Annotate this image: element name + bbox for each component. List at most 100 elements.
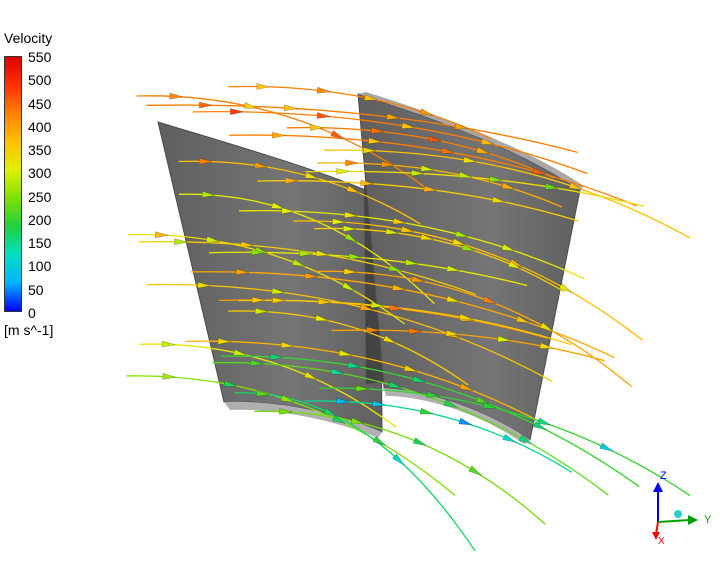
velocity-arrow xyxy=(420,233,434,241)
velocity-arrow xyxy=(269,353,284,361)
velocity-arrow xyxy=(272,297,286,304)
velocity-arrow xyxy=(331,414,346,424)
y-axis-label: Y xyxy=(704,514,712,526)
velocity-arrow xyxy=(280,341,295,349)
velocity-arrow xyxy=(314,314,329,322)
legend-tick-label: 450 xyxy=(28,95,52,112)
velocity-arrow xyxy=(475,146,490,154)
velocity-arrow xyxy=(454,123,469,130)
velocity-arrow xyxy=(458,313,473,321)
velocity-arrow xyxy=(482,295,497,305)
velocity-arrow xyxy=(401,122,416,129)
velocity-arrow xyxy=(251,296,266,304)
velocity-arrow xyxy=(507,260,522,270)
velocity-arrow xyxy=(316,112,331,119)
velocity-arrow xyxy=(285,177,299,184)
legend-tick-label: 300 xyxy=(28,165,52,182)
velocity-arrow xyxy=(501,182,516,190)
velocity-arrow xyxy=(205,236,220,243)
velocity-arrow xyxy=(385,228,399,235)
legend-title: Velocity xyxy=(4,30,53,46)
velocity-arrow xyxy=(348,253,363,260)
velocity-arrow xyxy=(345,159,359,167)
velocity-arrow xyxy=(462,156,477,163)
z-axis-arrowhead xyxy=(653,482,663,492)
velocity-arrow xyxy=(428,135,442,142)
velocity-arrow xyxy=(161,340,176,348)
velocity-arrow xyxy=(440,147,455,154)
velocity-arrow xyxy=(197,281,211,289)
blade-left-body xyxy=(157,121,383,433)
velocity-arrow xyxy=(347,361,362,369)
velocity-arrow xyxy=(366,326,380,334)
axis-triad[interactable]: Z Y X xyxy=(652,470,712,547)
velocity-arrow xyxy=(459,382,474,392)
velocity-arrow xyxy=(412,375,426,383)
velocity-arrow xyxy=(360,179,374,187)
velocity-arrow xyxy=(501,243,516,252)
velocity-arrow xyxy=(350,417,365,424)
velocity-arrow xyxy=(280,394,295,403)
velocity-arrow xyxy=(271,131,286,139)
x-axis-arrowhead xyxy=(652,532,660,540)
velocity-arrow xyxy=(317,298,332,306)
velocity-arrow xyxy=(515,315,530,324)
velocity-arrow xyxy=(323,407,337,417)
streamline xyxy=(221,355,640,488)
velocity-arrow xyxy=(310,124,324,131)
velocity-arrow xyxy=(223,380,238,387)
velocity-arrow xyxy=(368,137,382,145)
streamline xyxy=(178,193,435,305)
velocity-arrow xyxy=(400,225,415,233)
velocity-arrow xyxy=(558,282,572,293)
velocity-arrow xyxy=(155,231,169,238)
velocity-arrow xyxy=(482,401,497,409)
velocity-arrow xyxy=(532,420,547,431)
streamline xyxy=(254,410,546,525)
velocity-arrow xyxy=(370,301,385,309)
legend-unit: [m s^-1] xyxy=(4,322,54,338)
velocity-arrow xyxy=(336,168,350,175)
velocity-arrow xyxy=(330,130,344,139)
velocity-arrow xyxy=(391,284,406,291)
legend-color-bar xyxy=(4,56,22,312)
velocity-arrow xyxy=(446,265,461,272)
velocity-arrow xyxy=(426,391,440,398)
velocity-arrow xyxy=(243,102,258,109)
streamline xyxy=(319,387,691,497)
velocity-arrow xyxy=(338,349,353,357)
velocity-arrow xyxy=(382,335,397,344)
streamline xyxy=(238,299,572,346)
velocity-arrow xyxy=(372,436,386,446)
velocity-arrow xyxy=(240,241,254,248)
velocity-arrow xyxy=(315,249,330,257)
velocity-arrow xyxy=(475,396,490,405)
velocity-arrow xyxy=(304,171,319,179)
streamline xyxy=(139,343,397,428)
velocity-arrow xyxy=(408,327,422,335)
velocity-arrow xyxy=(362,147,377,154)
legend-tick-label: 50 xyxy=(28,281,44,298)
velocity-arrow xyxy=(230,108,244,115)
velocity-arrow xyxy=(480,138,495,145)
streamline xyxy=(305,170,645,208)
velocity-arrow xyxy=(388,381,403,389)
velocity-arrow xyxy=(419,108,434,116)
velocity-arrow xyxy=(458,417,473,426)
legend-tick-label: 0 xyxy=(28,305,36,321)
velocity-arrow xyxy=(303,371,318,381)
velocity-arrow xyxy=(279,408,293,415)
velocity-arrow xyxy=(392,217,407,225)
streamline xyxy=(178,160,421,225)
velocity-arrow xyxy=(342,225,357,232)
streamline xyxy=(190,271,615,359)
velocity-arrow xyxy=(461,243,476,252)
velocity-arrow xyxy=(445,295,460,303)
velocity-arrow xyxy=(392,453,405,466)
velocity-arrow xyxy=(254,307,269,315)
velocity-arrow xyxy=(271,287,286,295)
streamline xyxy=(286,126,555,179)
velocity-arrow xyxy=(410,169,425,177)
blade-left-bottom-edge xyxy=(224,401,382,438)
